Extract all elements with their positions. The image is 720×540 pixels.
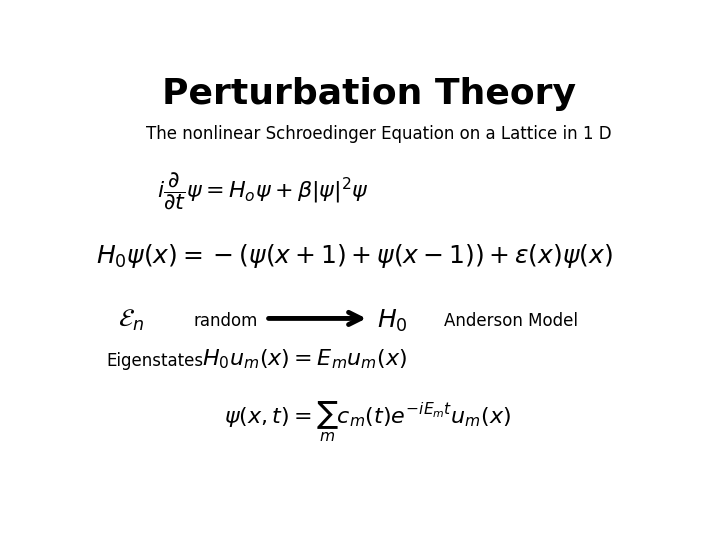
Text: $H_0\psi(x) = -\left(\psi(x+1)+\psi(x-1)\right)+\varepsilon(x)\psi(x)$: $H_0\psi(x) = -\left(\psi(x+1)+\psi(x-1)… <box>96 241 613 269</box>
Text: $\mathcal{E}_n$: $\mathcal{E}_n$ <box>118 308 144 333</box>
Text: $H_0u_m(x) = E_mu_m(x)$: $H_0u_m(x) = E_mu_m(x)$ <box>202 348 407 371</box>
Text: $H_0$: $H_0$ <box>377 308 408 334</box>
Text: random: random <box>193 312 258 330</box>
Text: Anderson Model: Anderson Model <box>444 312 578 330</box>
Text: The nonlinear Schroedinger Equation on a Lattice in 1 D: The nonlinear Schroedinger Equation on a… <box>145 125 611 143</box>
Text: $i\dfrac{\partial}{\partial t}\psi = H_o\psi + \beta|\psi|^2\psi$: $i\dfrac{\partial}{\partial t}\psi = H_o… <box>157 171 369 212</box>
Text: Eigenstates: Eigenstates <box>107 352 204 370</box>
Text: $\psi(x,t) = \sum_m c_m(t)e^{-iE_m t}u_m(x)$: $\psi(x,t) = \sum_m c_m(t)e^{-iE_m t}u_m… <box>224 400 511 444</box>
Text: Perturbation Theory: Perturbation Theory <box>162 77 576 111</box>
